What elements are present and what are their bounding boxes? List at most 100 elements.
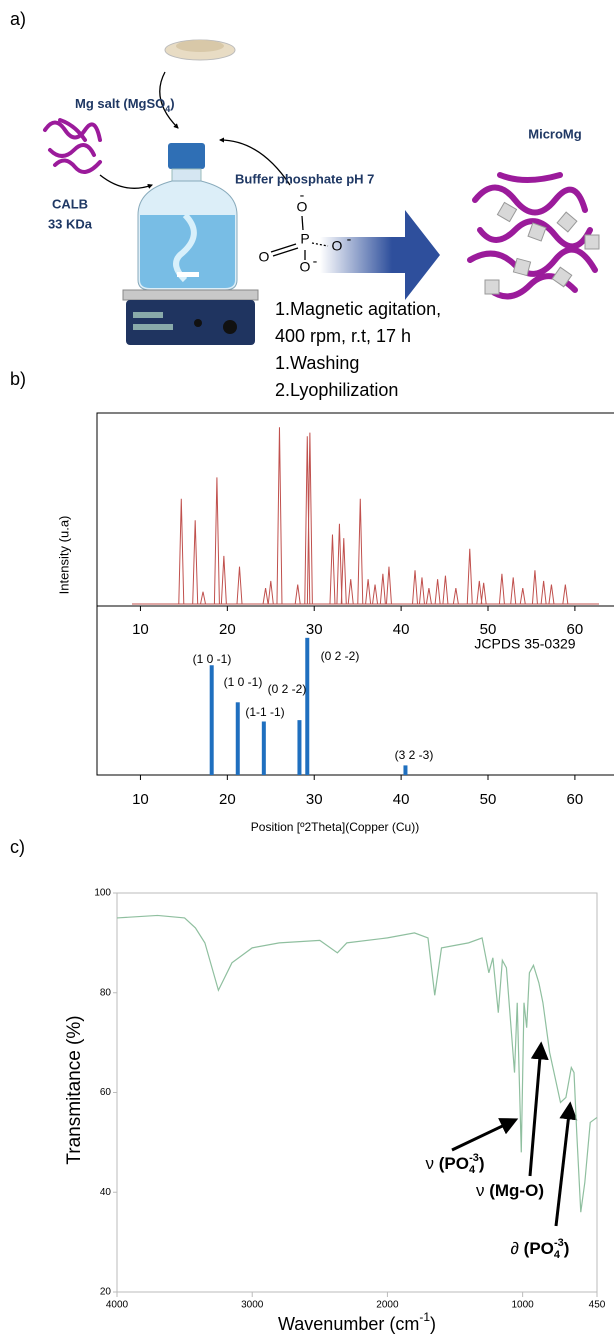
stick <box>235 702 240 775</box>
y-tick-label: 100 <box>94 888 111 899</box>
spectrum <box>116 914 598 1213</box>
x-tick-label: 10 <box>132 621 149 638</box>
peak <box>425 588 432 605</box>
y-axis-label: Transmitance (%) <box>64 1015 85 1164</box>
x-tick-label: 50 <box>480 621 497 638</box>
peak-label: (0 2 -2) <box>268 682 307 696</box>
x-tick-label: 60 <box>567 791 584 808</box>
peak-label: (1 0 -1) <box>224 675 263 689</box>
y-tick-label: 60 <box>100 1087 112 1098</box>
band-label: ∂ (PO4-3) <box>511 1237 570 1261</box>
atom: O <box>259 249 270 265</box>
reference-label: JCPDS 35-0329 <box>474 636 575 652</box>
peak <box>476 580 483 605</box>
stick <box>305 637 310 775</box>
step: 2.Lyophilization <box>275 380 398 400</box>
panel-label: c) <box>10 837 25 857</box>
text: Wavenumber (cm <box>278 1314 419 1334</box>
subscript: 4 <box>469 1164 476 1176</box>
scheme-drawing <box>43 39 614 1293</box>
charge: - <box>300 187 305 203</box>
atom: O <box>332 238 343 254</box>
symbol: ∂ <box>511 1239 519 1258</box>
peak <box>200 591 206 605</box>
text: ) <box>430 1314 436 1334</box>
text: (PO <box>519 1239 554 1258</box>
peak <box>412 570 419 605</box>
charge: - <box>347 231 352 247</box>
peak <box>365 579 372 605</box>
band-label: ν (Mg-O) <box>476 1181 544 1200</box>
x-tick-label: 450 <box>589 1300 606 1311</box>
panel-label: a) <box>10 9 26 29</box>
enzyme-label: CALB <box>52 196 88 211</box>
y-tick-label: 40 <box>100 1187 112 1198</box>
text: ) <box>479 1154 485 1173</box>
x-tick-label: 2000 <box>376 1300 399 1311</box>
atom: O <box>297 199 308 215</box>
peak-label: (1-1 -1) <box>245 705 284 719</box>
peak <box>540 580 547 605</box>
step: 1.Magnetic agitation, <box>275 299 441 319</box>
peak <box>178 498 185 605</box>
x-tick-label: 20 <box>219 791 236 808</box>
band-label: ν (PO4-3) <box>425 1152 484 1176</box>
peak-label: (3 2 -3) <box>395 748 434 762</box>
peak <box>357 498 364 605</box>
peak <box>262 588 269 605</box>
peak <box>418 577 425 605</box>
peak <box>519 588 526 605</box>
x-tick-label: 40 <box>393 621 410 638</box>
peak <box>562 584 569 605</box>
phosphate: O - P O O - O - <box>259 187 352 275</box>
step: 1.Washing <box>275 353 359 373</box>
peak <box>329 534 336 605</box>
peak <box>548 584 555 605</box>
x-axis-label: Wavenumber (cm-1) <box>278 1310 436 1334</box>
peak <box>498 573 505 605</box>
peak <box>452 588 459 605</box>
mg-salt-label: Mg salt (MgSO4) <box>75 96 175 114</box>
peak <box>294 584 301 605</box>
peak <box>531 570 538 605</box>
peak <box>510 577 517 605</box>
peak-label: (0 2 -2) <box>321 649 360 663</box>
peak <box>442 575 449 605</box>
x-tick-label: 3000 <box>241 1300 264 1311</box>
panel-label: b) <box>10 369 26 389</box>
superscript: -3 <box>469 1152 479 1164</box>
stick <box>403 765 408 775</box>
atom: O <box>300 259 311 275</box>
x-axis-label: Position [º2Theta](Copper (Cu)) <box>251 820 419 834</box>
peak <box>466 548 473 605</box>
text: ) <box>564 1239 570 1258</box>
symbol: ν <box>476 1181 485 1200</box>
stick <box>209 665 214 775</box>
text: Mg salt (MgSO <box>75 96 165 111</box>
subscript: 4 <box>165 104 170 114</box>
product-label: MicroMg <box>528 126 582 141</box>
x-tick-label: 50 <box>480 791 497 808</box>
peak <box>236 566 243 605</box>
peak <box>220 555 227 605</box>
peak <box>379 573 386 605</box>
text: ) <box>170 96 174 111</box>
symbol: ν <box>425 1154 434 1173</box>
peak <box>336 523 343 605</box>
enzyme-label: 33 KDa <box>48 216 93 231</box>
y-axis-label: Intensity (u.a) <box>56 516 71 595</box>
peak <box>480 582 487 605</box>
charge: - <box>313 253 318 269</box>
stick <box>261 721 266 775</box>
subscript: 4 <box>554 1249 561 1261</box>
buffer-label: Buffer phosphate pH 7 <box>235 171 374 186</box>
x-tick-label: 30 <box>306 791 323 808</box>
y-tick-label: 80 <box>100 987 112 998</box>
peak <box>340 538 347 605</box>
peak-label: (1 0 -1) <box>193 652 232 666</box>
x-tick-label: 30 <box>306 621 323 638</box>
peak <box>192 520 199 605</box>
peak <box>304 436 311 605</box>
superscript: -3 <box>554 1237 564 1249</box>
